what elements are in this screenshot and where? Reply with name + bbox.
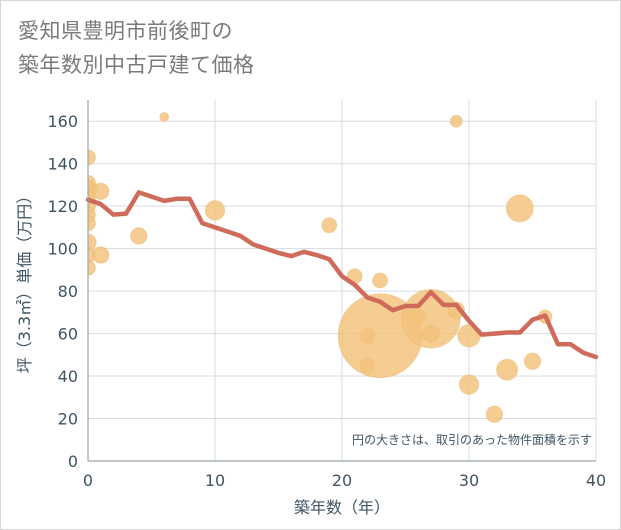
y-tick-label: 140 — [47, 155, 78, 174]
line-layer — [85, 190, 599, 360]
bubble-point — [159, 111, 170, 122]
y-tick-label: 120 — [47, 197, 78, 216]
y-tick-label: 60 — [58, 325, 78, 344]
bubble-point — [88, 259, 96, 276]
grid-lines — [88, 100, 597, 461]
y-tick-label: 100 — [47, 240, 78, 259]
x-tick-label: 0 — [83, 471, 93, 490]
bubble-point — [88, 233, 97, 252]
y-tick-label: 160 — [47, 112, 78, 131]
y-axis-title: 坪（3.3㎡）単価（万円） — [15, 188, 34, 373]
x-tick-label: 30 — [459, 471, 479, 490]
x-tick-label: 40 — [586, 471, 606, 490]
axes — [87, 100, 596, 462]
chart-title-line-1: 愛知県豊明市前後町の — [18, 19, 233, 43]
bubble-point — [496, 358, 519, 381]
y-tick-label: 20 — [58, 410, 78, 429]
bubble-point — [458, 374, 480, 395]
bubble-point — [485, 405, 504, 424]
x-tick-label: 10 — [205, 471, 225, 490]
bubble-point — [88, 149, 96, 166]
average-price-line — [85, 190, 599, 360]
bubble-point — [449, 114, 463, 128]
bubble-point — [321, 217, 338, 234]
x-axis-title: 築年数（年） — [294, 498, 390, 517]
bubble-point — [505, 194, 534, 223]
bubble-point — [91, 246, 110, 264]
bubble-size-annotation: 円の大きさは、取引のあった物件面積を示す — [352, 432, 592, 447]
bubble-point — [372, 272, 389, 289]
bubble-point — [523, 352, 542, 370]
y-tick-label: 40 — [58, 367, 78, 386]
y-tick-label: 80 — [58, 282, 78, 301]
tick-labels: 0 20 40 60 80 100 120 140 160 0 10 20 30 40 — [47, 112, 606, 490]
bubble-point — [422, 324, 440, 343]
y-tick-label: 0 — [68, 452, 78, 471]
bubble-point — [91, 182, 110, 201]
chart-title-line-2: 築年数別中古戸建て価格 — [18, 53, 255, 77]
bubble-point — [88, 215, 96, 232]
bubble-point — [204, 200, 226, 221]
bubble-point — [130, 227, 148, 245]
x-tick-label: 20 — [332, 471, 352, 490]
chart-title: 愛知県豊明市前後町の 築年数別中古戸建て価格 — [18, 14, 255, 82]
